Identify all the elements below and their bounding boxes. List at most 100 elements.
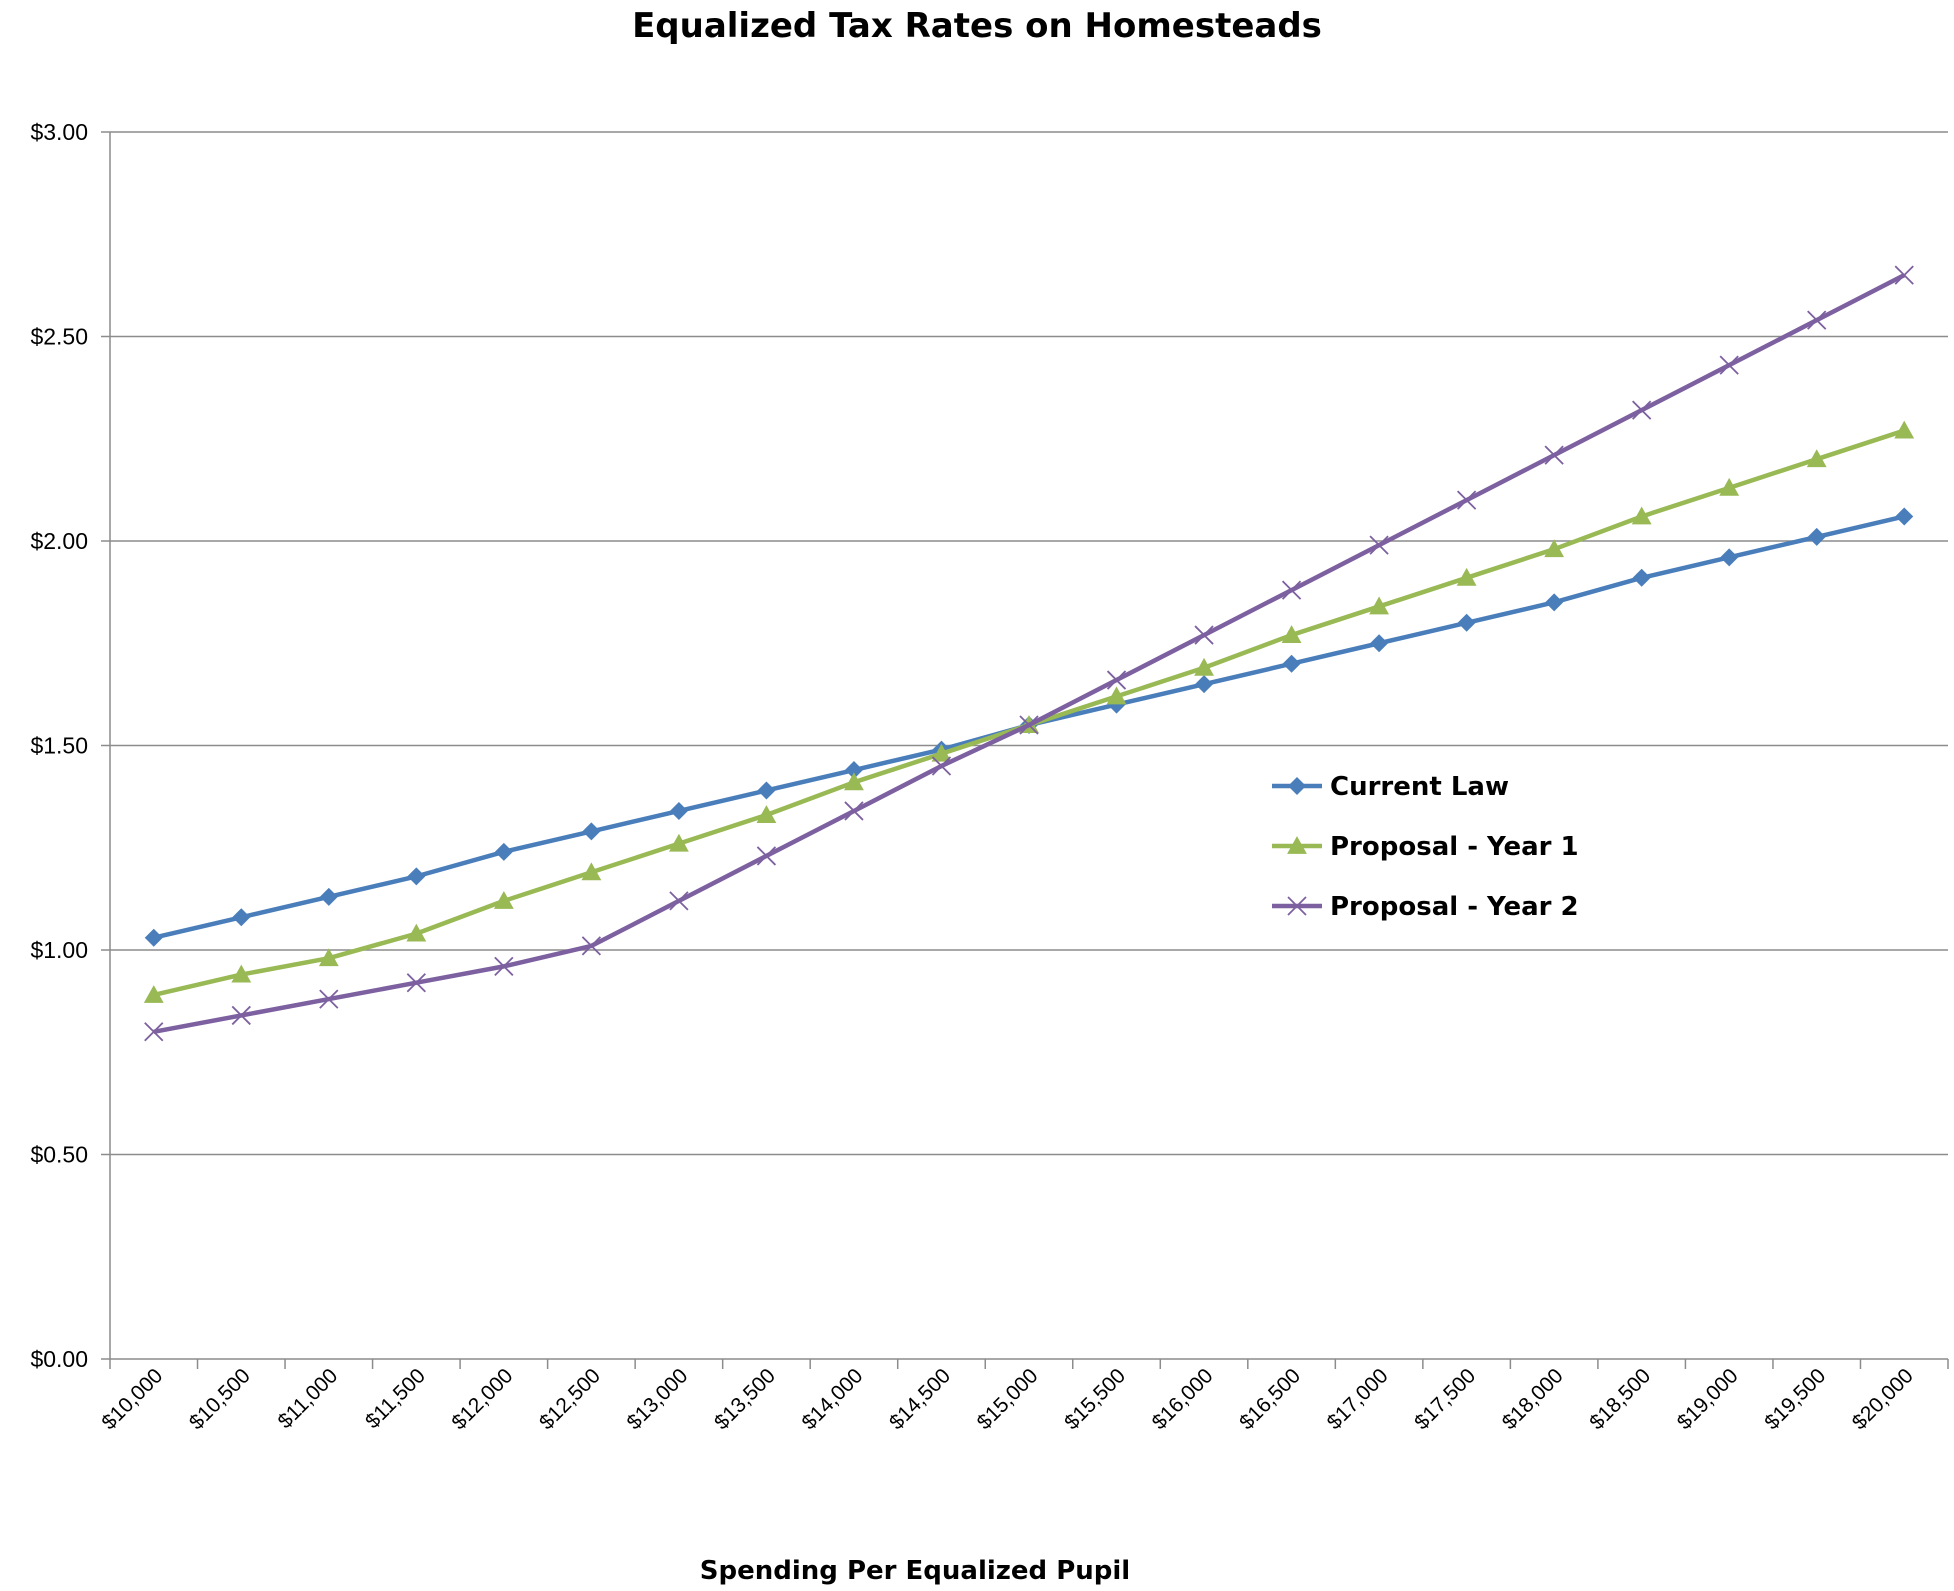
x-tick-labels: $10,000 $10,500 $11,000 $11,500 $12,000 $12,5… [97,1364,1917,1434]
diamond-marker [582,822,601,841]
series-line [153,273,1906,1035]
x-marker [669,891,689,911]
y-tick-label: $3.00 [30,119,88,145]
x-marker [231,1005,251,1026]
diamond-marker [1195,675,1214,694]
legend-label: Current Law [1330,772,1509,802]
x-tick-label: $15,000 [973,1364,1043,1434]
diamond-marker [407,867,426,886]
triangle-marker [1719,477,1740,496]
legend-label: Proposal - Year 1 [1330,832,1579,862]
x-marker [494,956,514,976]
x-tick-label: $14,000 [798,1364,868,1434]
x-marker [1019,715,1039,735]
diamond-marker [1288,777,1306,795]
triangle-marker [493,891,514,909]
diamond-marker [1545,593,1564,612]
triangle-marker [669,833,689,852]
series-proposal-year-1 [143,420,1915,1003]
triangle-marker [931,743,952,762]
x-tick-label: $20,000 [1848,1364,1918,1434]
x-tick-label: $12,500 [535,1364,605,1434]
x-tick-label: $15,500 [1060,1364,1130,1434]
legend-label: Proposal - Year 2 [1330,892,1579,922]
x-axis-label: Spending Per Equalized Pupil [699,1556,1131,1586]
x-tick-label: $19,500 [1760,1364,1830,1434]
x-tick-label: $12,000 [447,1364,517,1434]
diamond-marker [669,801,688,820]
x-marker [1807,310,1827,330]
x-marker [1194,625,1214,645]
y-tick-label: $1.50 [30,733,88,759]
x-marker [1369,535,1389,555]
y-tick-label: $0.00 [30,1346,88,1372]
triangle-marker [1281,625,1302,643]
triangle-marker [756,805,777,823]
legend-item: Proposal - Year 2 [1272,892,1579,922]
diamond-marker [1807,527,1826,546]
y-tick-label: $0.50 [30,1142,88,1168]
triangle-marker [581,862,602,881]
x-tick-label: $14,500 [885,1364,955,1434]
x-tick-label: $16,000 [1148,1364,1218,1434]
x-marker [756,846,777,866]
y-tick-labels: $0.00 $0.50 $1.00 $1.50 $2.00 $2.50 $3.00 [30,119,88,1372]
x-marker [931,756,952,776]
diamond-marker [1457,613,1476,632]
diamond-marker [1370,634,1389,653]
axes [101,131,1949,1369]
x-tick-label: $10,500 [185,1364,255,1434]
triangle-marker [231,964,252,983]
triangle-marker [1631,506,1652,525]
x-tick-label: $16,500 [1235,1364,1305,1434]
diamond-marker [1282,654,1301,673]
x-marker [581,936,602,956]
legend: Current Law Proposal - Year 1 Proposal - Y… [1272,772,1579,922]
x-marker [319,989,339,1009]
x-marker [1281,580,1302,600]
x-tick-label: $11,500 [361,1364,430,1433]
triangle-marker [143,985,164,1003]
diamond-marker [844,761,863,780]
x-tick-label: $19,000 [1673,1364,1743,1434]
x-marker [1544,445,1564,465]
diamond-marker [1895,507,1914,526]
gridlines [110,131,1948,1156]
legend-item: Current Law [1272,772,1509,802]
series-proposal-year-2 [144,265,1914,1042]
diamond-marker [1632,568,1651,587]
x-marker [406,973,426,993]
triangle-marker [1544,539,1565,558]
x-tick-label: $17,000 [1323,1364,1393,1434]
triangle-marker [406,923,427,942]
diamond-marker [319,887,338,906]
x-tick-label: $18,000 [1498,1364,1568,1434]
diamond-marker [757,781,776,800]
y-tick-label: $2.00 [30,528,88,554]
triangle-marker [1806,449,1827,468]
diamond-marker [144,928,163,947]
x-marker [144,1022,164,1042]
x-marker [1719,355,1739,375]
y-tick-label: $1.00 [30,937,88,963]
triangle-marker [1369,596,1389,615]
legend-item: Proposal - Year 1 [1272,832,1579,862]
triangle-marker [844,772,864,791]
triangle-marker [1894,420,1915,439]
x-marker [1894,265,1914,285]
x-marker [1632,400,1652,420]
diamond-marker [494,842,513,861]
x-marker [1456,490,1477,510]
triangle-marker [1287,836,1307,854]
series-lines [143,265,1915,1042]
x-marker [844,801,864,821]
triangle-marker [1106,686,1127,705]
x-marker [1106,670,1127,690]
x-marker [1287,896,1307,916]
x-tick-label: $10,000 [97,1364,167,1434]
y-tick-label: $2.50 [30,324,88,350]
x-tick-label: $11,000 [274,1364,343,1433]
x-tick-label: $18,500 [1585,1364,1655,1434]
triangle-marker [1456,567,1477,586]
diamond-marker [232,908,251,927]
